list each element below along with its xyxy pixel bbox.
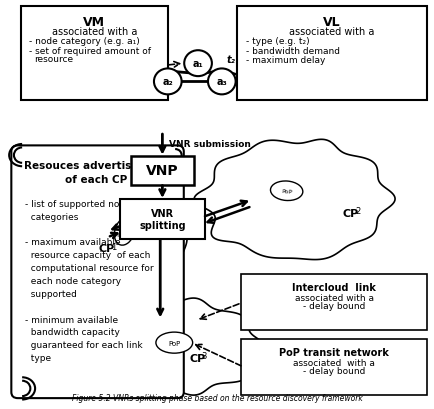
Text: Intercloud  link: Intercloud link (292, 282, 375, 292)
Text: 1: 1 (111, 242, 116, 251)
FancyBboxPatch shape (131, 156, 193, 185)
FancyBboxPatch shape (241, 339, 426, 396)
Text: 3: 3 (201, 351, 206, 360)
Circle shape (207, 69, 235, 95)
Text: t₂: t₂ (226, 55, 234, 65)
Polygon shape (100, 298, 264, 395)
Text: PoP transit network: PoP transit network (279, 347, 388, 357)
FancyBboxPatch shape (237, 7, 426, 100)
Text: CP: CP (99, 244, 115, 254)
Text: CP: CP (189, 353, 205, 363)
Text: - delay bound: - delay bound (302, 301, 365, 310)
Text: - node category (e.g. a₁): - node category (e.g. a₁) (30, 37, 140, 46)
FancyBboxPatch shape (120, 199, 204, 240)
Text: - delay bound: - delay bound (302, 366, 365, 375)
Text: a₂: a₂ (162, 77, 173, 87)
Ellipse shape (155, 332, 192, 353)
Text: VNR
splitting: VNR splitting (139, 209, 185, 231)
Text: VL: VL (322, 16, 340, 29)
Text: 2: 2 (354, 207, 359, 216)
Text: Resouces advertisement
of each CP: Resouces advertisement of each CP (24, 161, 168, 184)
Text: VM: VM (83, 16, 105, 29)
Text: PoP: PoP (280, 188, 292, 194)
Ellipse shape (114, 218, 135, 245)
Text: - maximum delay: - maximum delay (245, 56, 324, 65)
Polygon shape (194, 140, 394, 260)
Text: a₁: a₁ (192, 59, 203, 69)
Text: associated  with a: associated with a (293, 358, 374, 367)
Text: VNR submission: VNR submission (168, 139, 250, 148)
Text: Figure 5.2 VNRs splitting phase based on the resource discovery framework: Figure 5.2 VNRs splitting phase based on… (72, 393, 362, 402)
FancyBboxPatch shape (11, 146, 183, 398)
Text: a₃: a₃ (216, 77, 227, 87)
Polygon shape (70, 187, 187, 289)
Text: PoP: PoP (168, 340, 180, 346)
Text: associated with a: associated with a (289, 27, 374, 36)
Circle shape (184, 51, 211, 77)
Text: - set of required amount of: - set of required amount of (30, 47, 151, 56)
Text: PoP: PoP (118, 225, 125, 237)
Text: associated with a: associated with a (52, 27, 137, 36)
FancyBboxPatch shape (241, 274, 426, 331)
Text: CP: CP (342, 209, 358, 218)
Text: - type (e.g. t₂): - type (e.g. t₂) (245, 37, 309, 46)
Text: - list of supported node
  categories

- maximum available
  resource capacity  : - list of supported node categories - ma… (25, 199, 154, 362)
FancyBboxPatch shape (21, 7, 168, 100)
Text: associated with a: associated with a (294, 293, 373, 302)
Circle shape (154, 69, 181, 95)
Text: resource: resource (34, 55, 73, 64)
Text: VNP: VNP (146, 164, 178, 178)
Ellipse shape (270, 182, 302, 201)
Text: - bandwidth demand: - bandwidth demand (245, 47, 339, 56)
